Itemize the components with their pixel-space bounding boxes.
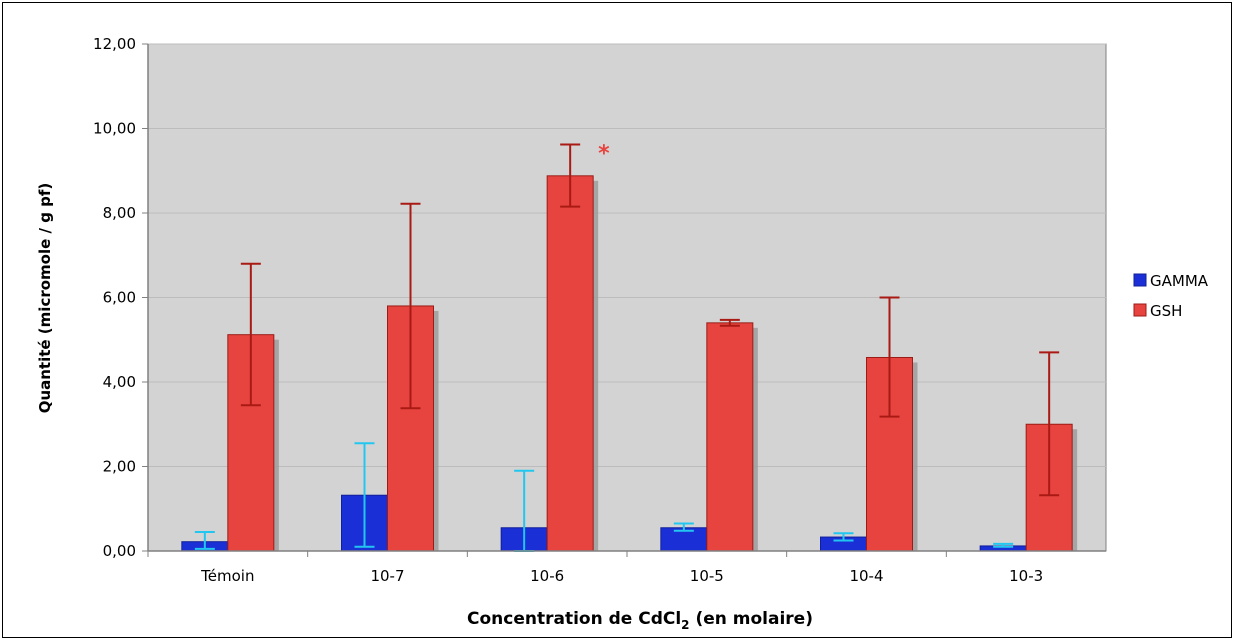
y-tick-label: 0,00 — [103, 542, 136, 560]
legend: GAMMA GSH — [1133, 272, 1209, 320]
y-tick-label: 10,00 — [93, 120, 136, 138]
legend-swatch-gamma — [1133, 273, 1147, 287]
x-tick-label: 10-6 — [530, 567, 564, 585]
x-axis-title: Concentration de CdCl2 (en molaire) — [467, 609, 813, 632]
x-tick-label: 10-3 — [1009, 567, 1043, 585]
x-tick-label: 10-4 — [849, 567, 883, 585]
x-axis-title-subscript: 2 — [681, 618, 689, 632]
y-tick-label: 2,00 — [103, 458, 136, 476]
y-tick-label: 6,00 — [103, 289, 136, 307]
y-tick-label: 4,00 — [103, 373, 136, 391]
legend-label-gamma: GAMMA — [1150, 272, 1209, 290]
y-axis-title: Quantité (micromole / g pf) — [36, 183, 54, 414]
legend-label-gsh: GSH — [1150, 302, 1182, 320]
significance-asterisk: * — [598, 142, 610, 167]
y-tick-label: 8,00 — [103, 204, 136, 222]
x-tick-label: Témoin — [200, 567, 254, 585]
x-tick-label: 10-5 — [690, 567, 724, 585]
legend-swatch-gsh — [1133, 303, 1147, 317]
x-tick-label: 10-7 — [370, 567, 404, 585]
x-axis-title-tail: (en molaire) — [690, 609, 813, 629]
bar-gsh — [546, 175, 594, 552]
bar-gsh — [706, 322, 754, 552]
x-axis-title-main: Concentration de CdCl — [467, 609, 681, 629]
y-tick-label: 12,00 — [93, 35, 136, 53]
